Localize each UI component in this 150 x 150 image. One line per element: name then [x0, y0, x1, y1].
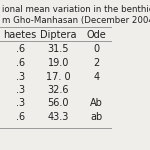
- Text: m Gho-Manhasan (December 2004: m Gho-Manhasan (December 2004: [2, 16, 150, 26]
- Text: .3: .3: [16, 99, 25, 108]
- Text: .6: .6: [16, 112, 25, 122]
- Text: Ode: Ode: [87, 30, 106, 39]
- Text: 4: 4: [93, 72, 99, 81]
- Text: 17. 0: 17. 0: [46, 72, 71, 81]
- Text: 31.5: 31.5: [48, 45, 69, 54]
- Text: .6: .6: [16, 45, 25, 54]
- Text: 43.3: 43.3: [48, 112, 69, 122]
- Text: 0: 0: [93, 45, 99, 54]
- Text: .3: .3: [16, 85, 25, 95]
- Text: Ab: Ab: [90, 99, 103, 108]
- Text: haetes: haetes: [4, 30, 37, 39]
- Text: .3: .3: [16, 72, 25, 81]
- Text: ab: ab: [90, 112, 102, 122]
- Text: 2: 2: [93, 58, 99, 68]
- Text: 19.0: 19.0: [48, 58, 69, 68]
- Text: 32.6: 32.6: [48, 85, 69, 95]
- Text: .6: .6: [16, 58, 25, 68]
- Text: 56.0: 56.0: [48, 99, 69, 108]
- Text: Diptera: Diptera: [40, 30, 76, 39]
- Text: ional mean variation in the benthic: ional mean variation in the benthic: [2, 4, 150, 14]
